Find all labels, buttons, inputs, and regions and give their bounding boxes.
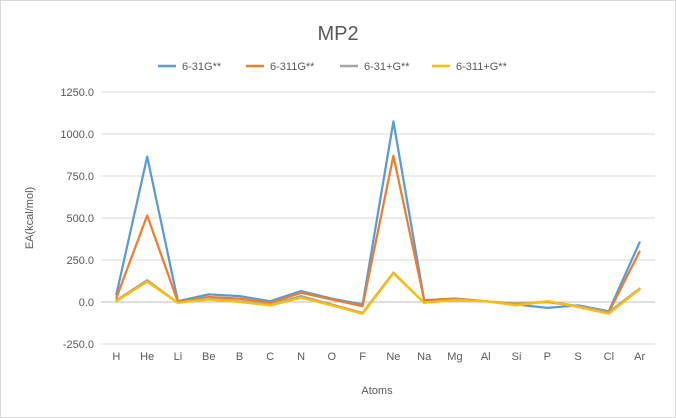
x-tick-label: Be [202, 351, 215, 363]
x-tick-label: Li [174, 351, 183, 363]
x-tick-label: Mg [447, 351, 462, 363]
x-tick-label: Cl [604, 351, 614, 363]
x-tick-label: N [297, 351, 305, 363]
legend-label: 6-311+G** [456, 61, 508, 73]
x-tick-label: B [236, 351, 243, 363]
x-tick-label: O [328, 351, 337, 363]
series-line [115, 272, 641, 315]
series-line [115, 154, 641, 314]
x-tick-label: Ar [634, 351, 645, 363]
y-tick-label: 750.0 [66, 171, 94, 183]
y-tick-label: 1000.0 [60, 129, 94, 141]
y-axis-title: EA(kcal/mol) [24, 187, 36, 249]
series-lines [115, 120, 641, 315]
legend: 6-31G** 6-311G** 6-31+G** 6-311+G** [158, 61, 508, 73]
gridlines [101, 91, 655, 345]
x-tick-label: He [140, 351, 154, 363]
x-tick-label: Ne [386, 351, 400, 363]
x-tick-label: Na [417, 351, 432, 363]
x-axis-title: Atoms [361, 385, 393, 397]
y-tick-label: 500.0 [66, 213, 94, 225]
chart-title: MP2 [317, 23, 358, 45]
x-tick-label: S [574, 351, 581, 363]
legend-label: 6-31+G** [364, 61, 410, 73]
y-tick-label: 1250.0 [60, 87, 94, 99]
y-tick-label: 0.0 [79, 297, 94, 309]
x-tick-label: H [112, 351, 120, 363]
legend-label: 6-311G** [270, 61, 315, 73]
x-tick-label: C [266, 351, 274, 363]
x-tick-label: Si [512, 351, 522, 363]
y-tick-label: 250.0 [66, 255, 94, 267]
legend-label: 6-31G** [182, 61, 222, 73]
y-tick-label: -250.0 [63, 339, 94, 351]
x-tick-label: F [359, 351, 366, 363]
x-tick-label: P [544, 351, 551, 363]
x-axis-tick-labels: H He Li Be B C N O F Ne Na Mg Al Si P S Cl Ar [112, 351, 645, 363]
y-axis-tick-labels: -250.0 0.0 250.0 500.0 750.0 1000.0 1250.0 [60, 87, 94, 351]
x-tick-label: Al [481, 351, 491, 363]
series-line [115, 120, 641, 313]
